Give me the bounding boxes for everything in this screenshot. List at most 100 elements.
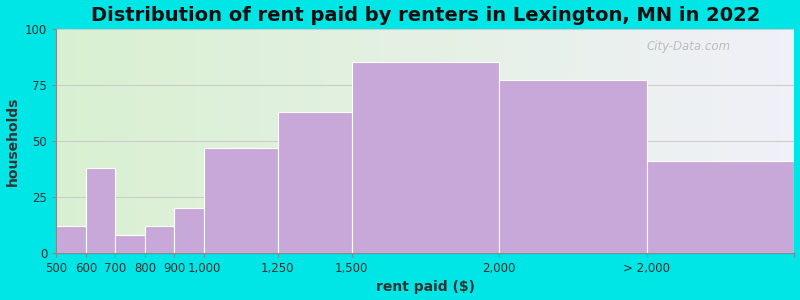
Bar (86, 29, 88, 253)
Bar (694, 29, 696, 253)
Bar (74, 29, 76, 253)
Bar (618, 29, 620, 253)
Bar (381, 29, 383, 253)
Bar (787, 29, 790, 253)
Bar (391, 29, 394, 253)
Bar (570, 29, 573, 253)
Bar (186, 29, 190, 253)
Bar (517, 29, 519, 253)
Bar (755, 29, 758, 253)
Bar (607, 29, 610, 253)
Bar (455, 29, 458, 253)
Bar (792, 29, 794, 253)
Bar (160, 29, 162, 253)
Bar (684, 29, 686, 253)
Bar (300, 29, 302, 253)
Bar (753, 29, 755, 253)
Bar (573, 29, 575, 253)
Bar (499, 80, 647, 253)
Bar (204, 29, 206, 253)
Bar (634, 29, 637, 253)
Bar (612, 29, 615, 253)
Bar (278, 29, 280, 253)
Bar (305, 29, 307, 253)
Bar (465, 29, 467, 253)
Bar (676, 29, 679, 253)
Bar (59, 29, 62, 253)
Bar (554, 29, 556, 253)
Bar (543, 29, 546, 253)
Bar (398, 29, 401, 253)
Bar (546, 29, 549, 253)
Bar (184, 29, 186, 253)
Bar (322, 29, 325, 253)
Bar (730, 29, 733, 253)
Bar (120, 29, 123, 253)
Bar (383, 29, 386, 253)
Bar (593, 29, 595, 253)
Bar (447, 29, 450, 253)
Bar (288, 29, 290, 253)
Bar (716, 29, 718, 253)
Bar (524, 29, 526, 253)
Bar (430, 29, 433, 253)
Bar (758, 29, 760, 253)
Bar (785, 29, 787, 253)
Bar (71, 29, 74, 253)
Bar (541, 29, 543, 253)
Bar (632, 29, 634, 253)
Bar (671, 29, 674, 253)
Bar (595, 29, 598, 253)
Bar (774, 29, 778, 253)
Bar (760, 29, 762, 253)
Bar (165, 29, 167, 253)
Bar (509, 29, 511, 253)
Bar (674, 29, 676, 253)
Bar (130, 29, 133, 253)
Bar (499, 29, 502, 253)
Bar (438, 29, 440, 253)
Bar (644, 29, 647, 253)
Bar (679, 29, 682, 253)
Bar (647, 161, 794, 253)
Bar (568, 29, 570, 253)
Bar (721, 29, 723, 253)
Bar (374, 29, 376, 253)
Bar (472, 29, 474, 253)
Bar (108, 29, 110, 253)
Bar (226, 29, 229, 253)
Bar (669, 29, 671, 253)
Bar (214, 29, 216, 253)
Bar (346, 29, 349, 253)
Bar (723, 29, 726, 253)
Bar (98, 29, 101, 253)
Bar (142, 29, 145, 253)
Bar (280, 29, 282, 253)
Bar (177, 29, 179, 253)
Bar (418, 29, 421, 253)
Bar (423, 29, 426, 253)
Bar (556, 29, 558, 253)
Bar (56, 226, 86, 253)
Bar (534, 29, 536, 253)
Bar (421, 29, 423, 253)
Bar (222, 29, 224, 253)
Bar (101, 29, 103, 253)
Bar (664, 29, 666, 253)
Bar (91, 29, 94, 253)
Bar (354, 29, 357, 253)
Bar (581, 29, 583, 253)
Bar (627, 29, 630, 253)
Bar (622, 29, 625, 253)
Bar (531, 29, 534, 253)
Bar (462, 29, 465, 253)
Bar (94, 29, 96, 253)
Bar (435, 29, 438, 253)
Bar (566, 29, 568, 253)
Bar (442, 29, 445, 253)
Bar (199, 29, 202, 253)
Bar (174, 208, 204, 253)
Bar (494, 29, 497, 253)
Bar (708, 29, 710, 253)
Bar (246, 29, 248, 253)
